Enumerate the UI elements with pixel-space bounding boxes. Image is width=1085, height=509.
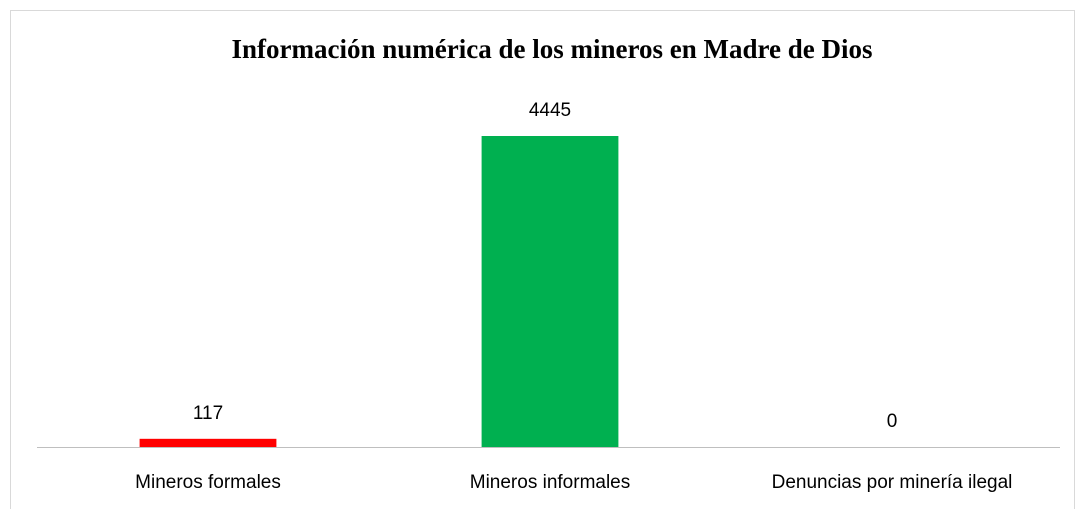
- x-tick-label: Denuncias por minería ilegal: [772, 472, 1013, 493]
- bar: [481, 136, 619, 447]
- data-label: 117: [193, 403, 223, 424]
- chart-title: Información numérica de los mineros en M…: [232, 34, 873, 64]
- data-label: 4445: [529, 100, 571, 121]
- data-label: 0: [887, 411, 898, 432]
- bar: [139, 438, 277, 447]
- x-tick-label: Mineros informales: [470, 472, 631, 493]
- x-tick-label: Mineros formales: [135, 472, 281, 493]
